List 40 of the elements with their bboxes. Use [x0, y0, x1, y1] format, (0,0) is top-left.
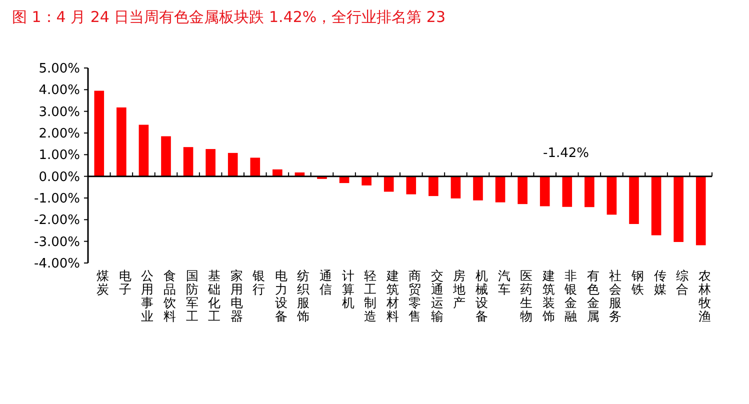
y-tick-label: -4.00%	[34, 256, 80, 272]
category: 纺织服饰	[297, 268, 310, 324]
y-tick-label: -3.00%	[34, 234, 80, 250]
y-tick-label: 0.00%	[38, 170, 80, 185]
category: 医药生物	[520, 268, 534, 324]
category: 综合	[676, 268, 690, 296]
y-tick-label: 4.00%	[38, 83, 80, 98]
category: 钢铁	[632, 268, 644, 296]
category: 汽车	[498, 268, 511, 296]
title: 图 1：4 月 24 日当周有色金属板块跌 1.42%，全行业排名第 23	[12, 8, 446, 26]
category: 电子	[118, 268, 132, 296]
y-tick-label: -1.00%	[34, 192, 80, 206]
category: 机械设备	[476, 268, 488, 324]
category: 计算机	[342, 268, 355, 310]
category: 家用电器	[230, 268, 244, 324]
y-tick-label: 2.00%	[38, 126, 80, 142]
y-tick-label: 1.00%	[38, 148, 80, 164]
category: 房地产	[453, 268, 466, 310]
category: 电力设备	[274, 268, 288, 324]
category: 基础化工	[208, 268, 222, 324]
category: 交通运输	[430, 268, 444, 324]
category: 建筑材料	[386, 268, 400, 324]
category: 国防军工	[186, 268, 199, 324]
category: 农林牧渔	[698, 268, 712, 324]
category: 传媒	[654, 268, 667, 296]
category: 煤炭	[96, 268, 110, 296]
category: 社会服务	[609, 268, 622, 324]
category: 银行	[252, 268, 266, 296]
category: 有色金属	[586, 268, 600, 324]
category: 建筑装饰	[542, 268, 556, 324]
annotation: -1.42%	[543, 146, 589, 161]
category: 通信	[320, 268, 332, 296]
category: 轻工制造	[364, 268, 378, 324]
y-tick-label: 3.00%	[38, 104, 80, 120]
category: 非银金融	[564, 268, 578, 324]
y-tick-label: -2.00%	[34, 213, 80, 228]
y-tick-label: 5.00%	[38, 62, 80, 76]
category: 商贸零售	[408, 268, 422, 324]
category: 食品饮料	[164, 268, 176, 324]
category: 公用事业	[141, 268, 154, 324]
